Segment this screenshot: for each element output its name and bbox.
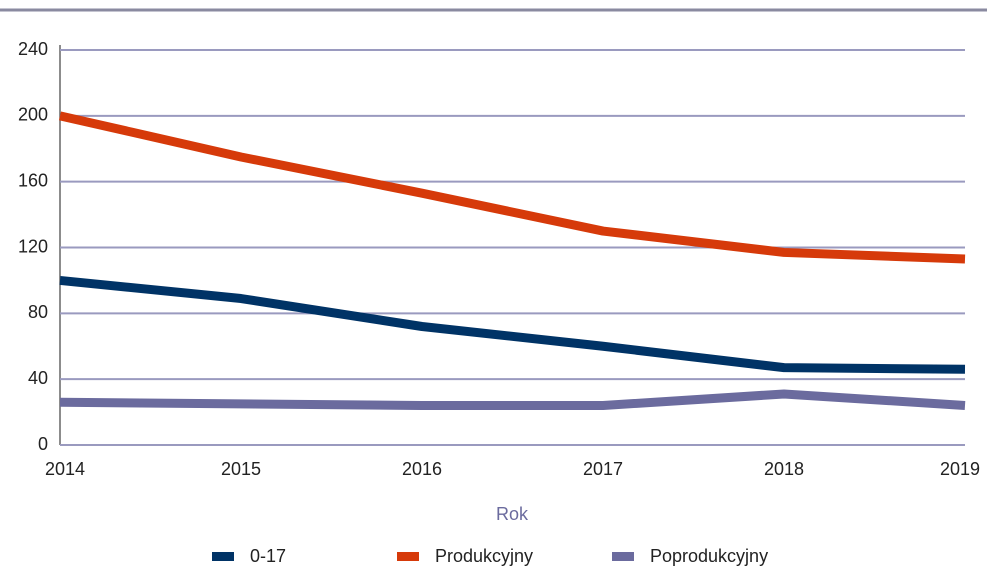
x-tick-label: 2017 (583, 459, 623, 479)
y-tick-label: 80 (28, 302, 48, 322)
series-line (59, 275, 966, 374)
legend-swatch (212, 552, 234, 561)
y-tick-label: 120 (18, 236, 48, 256)
y-tick-label: 40 (28, 368, 48, 388)
x-tick-label: 2019 (940, 459, 980, 479)
x-tick-label: 2018 (764, 459, 804, 479)
y-tick-label: 0 (38, 434, 48, 454)
y-tick-label: 240 (18, 39, 48, 59)
x-tick-label: 2016 (402, 459, 442, 479)
y-tick-label: 200 (18, 105, 48, 125)
legend-label: Produkcyjny (435, 546, 533, 566)
x-tick-label: 2014 (45, 459, 85, 479)
legend-label: 0-17 (250, 546, 286, 566)
legend-swatch (397, 552, 419, 561)
x-axis-label: Rok (496, 504, 529, 524)
x-tick-label: 2015 (221, 459, 261, 479)
series-line (59, 111, 966, 264)
series-line (59, 389, 966, 410)
y-tick-label: 160 (18, 170, 48, 190)
legend-swatch (612, 552, 634, 561)
legend-label: Poprodukcyjny (650, 546, 768, 566)
